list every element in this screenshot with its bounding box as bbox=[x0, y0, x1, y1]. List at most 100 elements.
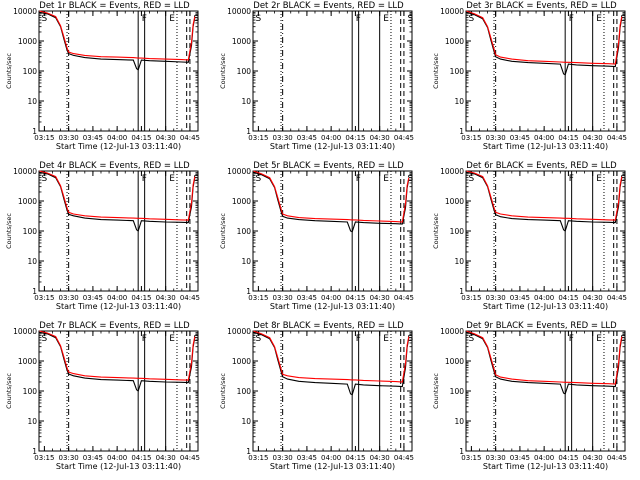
event-marker-letter: E bbox=[596, 334, 602, 344]
x-tick-label: 04:00 bbox=[107, 294, 127, 302]
panel-det-7: Det 7r BLACK = Events, RED = LLD 1 10 100 10… bbox=[5, 321, 200, 471]
x-tick-label: 03:45 bbox=[510, 454, 530, 462]
y-tick-label: 1 bbox=[32, 447, 37, 456]
y-tick-label: 100 bbox=[237, 227, 252, 236]
x-axis-label: Start Time (12-Jul-13 03:11:40) bbox=[270, 302, 395, 311]
y-tick-label: 1 bbox=[459, 127, 464, 136]
x-tick-label: 04:15 bbox=[131, 134, 151, 142]
plot-frame bbox=[252, 170, 413, 292]
y-tick-label: 100 bbox=[23, 227, 38, 236]
event-marker-letter: S bbox=[42, 174, 48, 184]
y-axis-label: Counts/sec bbox=[5, 213, 13, 249]
x-tick-label: 04:15 bbox=[131, 454, 151, 462]
event-marker-letter: S bbox=[256, 14, 262, 24]
x-tick-label: 04:30 bbox=[583, 454, 603, 462]
event-marker-letter: E bbox=[383, 174, 389, 184]
plot-frame bbox=[465, 170, 626, 292]
x-tick-label: 03:30 bbox=[273, 294, 293, 302]
y-tick-label: 1000 bbox=[232, 37, 251, 46]
x-tick-label: 03:30 bbox=[486, 134, 506, 142]
panel-det-8: Det 8r BLACK = Events, RED = LLD 1 10 100 10… bbox=[219, 321, 414, 471]
y-tick-label: 10 bbox=[27, 97, 37, 106]
event-marker-letter: F bbox=[142, 14, 147, 24]
event-marker-letter: S bbox=[256, 334, 262, 344]
x-tick-label: 04:45 bbox=[607, 294, 627, 302]
event-marker-letter: E bbox=[169, 174, 175, 184]
x-tick-label: 04:00 bbox=[107, 454, 127, 462]
event-marker-letter: S bbox=[42, 14, 48, 24]
x-axis-label: Start Time (12-Jul-13 03:11:40) bbox=[270, 462, 395, 471]
y-tick-label: 1000 bbox=[445, 197, 464, 206]
y-tick-label: 100 bbox=[23, 67, 38, 76]
x-tick-label: 04:00 bbox=[534, 134, 554, 142]
x-tick-label: 04:30 bbox=[370, 454, 390, 462]
panel-det-2: Det 2r BLACK = Events, RED = LLD 1 10 100 10… bbox=[219, 1, 414, 151]
x-tick-label: 04:15 bbox=[558, 134, 578, 142]
event-marker-letter: S bbox=[621, 14, 627, 24]
event-marker-letter: S bbox=[194, 334, 200, 344]
x-tick-label: 04:30 bbox=[156, 294, 176, 302]
y-tick-label: 1000 bbox=[18, 37, 37, 46]
x-tick-label: 04:30 bbox=[583, 294, 603, 302]
series-lld-line bbox=[466, 170, 623, 221]
x-tick-label: 03:15 bbox=[461, 454, 481, 462]
y-tick-label: 10000 bbox=[227, 167, 251, 176]
x-tick-label: 03:15 bbox=[248, 134, 268, 142]
y-tick-label: 10 bbox=[454, 417, 464, 426]
event-marker-letter: E bbox=[383, 14, 389, 24]
panel-det-6: Det 6r BLACK = Events, RED = LLD 1 10 100 10… bbox=[432, 161, 627, 311]
event-marker-letter: F bbox=[142, 174, 147, 184]
x-tick-label: 04:00 bbox=[321, 134, 341, 142]
panel-title: Det 4r BLACK = Events, RED = LLD bbox=[39, 161, 190, 171]
panel-title: Det 2r BLACK = Events, RED = LLD bbox=[253, 1, 404, 11]
y-tick-label: 10 bbox=[27, 257, 37, 266]
y-axis-label: Counts/sec bbox=[219, 213, 227, 249]
panel-det-5: Det 5r BLACK = Events, RED = LLD 1 10 100 10… bbox=[219, 161, 414, 311]
x-axis-label: Start Time (12-Jul-13 03:11:40) bbox=[483, 302, 608, 311]
y-tick-label: 1 bbox=[459, 287, 464, 296]
y-tick-label: 10 bbox=[241, 257, 251, 266]
y-tick-label: 100 bbox=[237, 387, 252, 396]
y-tick-label: 10000 bbox=[440, 167, 464, 176]
panel-title: Det 6r BLACK = Events, RED = LLD bbox=[466, 161, 617, 171]
x-axis-label: Start Time (12-Jul-13 03:11:40) bbox=[56, 142, 181, 151]
event-marker-letter: F bbox=[356, 334, 361, 344]
event-marker-letter: S bbox=[469, 334, 475, 344]
y-tick-label: 1 bbox=[246, 127, 251, 136]
y-tick-label: 10000 bbox=[440, 327, 464, 336]
x-tick-label: 03:45 bbox=[510, 134, 530, 142]
y-tick-label: 10000 bbox=[13, 7, 37, 16]
x-tick-label: 03:15 bbox=[34, 294, 54, 302]
x-tick-label: 04:30 bbox=[156, 134, 176, 142]
panel-det-1: Det 1r BLACK = Events, RED = LLD 1 10 100 10… bbox=[5, 1, 200, 151]
plot-frame bbox=[38, 330, 199, 452]
y-tick-label: 100 bbox=[450, 67, 465, 76]
panel-det-4: Det 4r BLACK = Events, RED = LLD 1 10 100 10… bbox=[5, 161, 200, 311]
y-tick-label: 1 bbox=[246, 287, 251, 296]
event-marker-letter: S bbox=[256, 174, 262, 184]
x-tick-label: 04:00 bbox=[534, 454, 554, 462]
series-lld-line bbox=[253, 330, 410, 383]
x-tick-label: 03:30 bbox=[486, 294, 506, 302]
event-marker-letter: S bbox=[42, 334, 48, 344]
x-tick-label: 04:15 bbox=[131, 294, 151, 302]
y-tick-label: 10 bbox=[454, 257, 464, 266]
y-tick-label: 100 bbox=[450, 387, 465, 396]
series-lld-line bbox=[39, 10, 196, 61]
event-marker-letter: F bbox=[356, 14, 361, 24]
event-marker-letter: S bbox=[621, 334, 627, 344]
x-tick-label: 03:45 bbox=[83, 454, 103, 462]
x-tick-label: 03:30 bbox=[273, 134, 293, 142]
y-tick-label: 1000 bbox=[18, 357, 37, 366]
x-axis-label: Start Time (12-Jul-13 03:11:40) bbox=[56, 462, 181, 471]
x-tick-label: 04:15 bbox=[345, 294, 365, 302]
event-marker-letter: E bbox=[596, 14, 602, 24]
event-marker-letter: F bbox=[356, 174, 361, 184]
y-axis-label: Counts/sec bbox=[432, 373, 440, 409]
x-tick-label: 03:30 bbox=[59, 294, 79, 302]
x-tick-label: 03:30 bbox=[273, 454, 293, 462]
x-tick-label: 04:45 bbox=[394, 454, 414, 462]
series-lld-line bbox=[466, 330, 623, 385]
x-tick-label: 04:30 bbox=[156, 454, 176, 462]
x-tick-label: 04:00 bbox=[321, 294, 341, 302]
